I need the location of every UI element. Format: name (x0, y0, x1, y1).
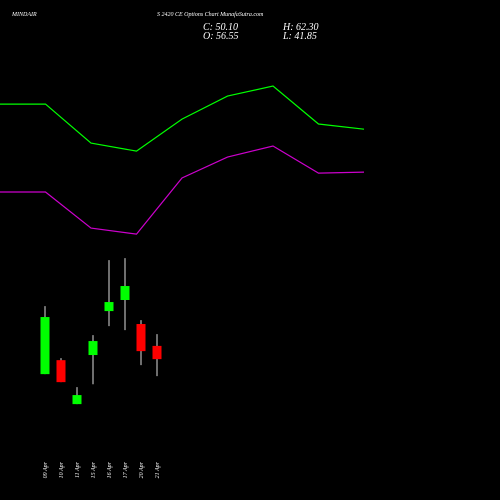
candle-body (72, 395, 82, 405)
x-tick-label: 16 Apr (107, 461, 113, 478)
indicator-line (0, 85, 365, 152)
x-tick-label: 20 Apr (139, 461, 145, 478)
close-label: C: 50.10 (203, 22, 238, 33)
candle-body (120, 286, 130, 300)
indicator-line (0, 145, 365, 235)
x-tick-label: 15 Apr (91, 461, 97, 478)
x-tick-label: 10 Apr (59, 461, 65, 478)
high-label: H: 62.30 (282, 22, 319, 33)
low-label: L: 41.85 (282, 31, 317, 42)
x-tick-label: 17 Apr (123, 461, 129, 478)
candle-body (88, 341, 98, 356)
candle-body (104, 302, 114, 312)
x-tick-label: 11 Apr (75, 461, 81, 478)
candle-body (152, 345, 162, 360)
candle-body (40, 317, 50, 375)
candle-body (56, 360, 66, 383)
open-label: O: 56.55 (203, 31, 239, 42)
symbol: MINDAIR (11, 12, 37, 18)
x-tick-label: 21 Apr (155, 461, 161, 478)
x-tick-label: 09 Apr (43, 461, 49, 478)
chart-title: S 2420 CE Options Chart MunafaSutra.com (157, 11, 264, 18)
candle-body (136, 324, 146, 352)
